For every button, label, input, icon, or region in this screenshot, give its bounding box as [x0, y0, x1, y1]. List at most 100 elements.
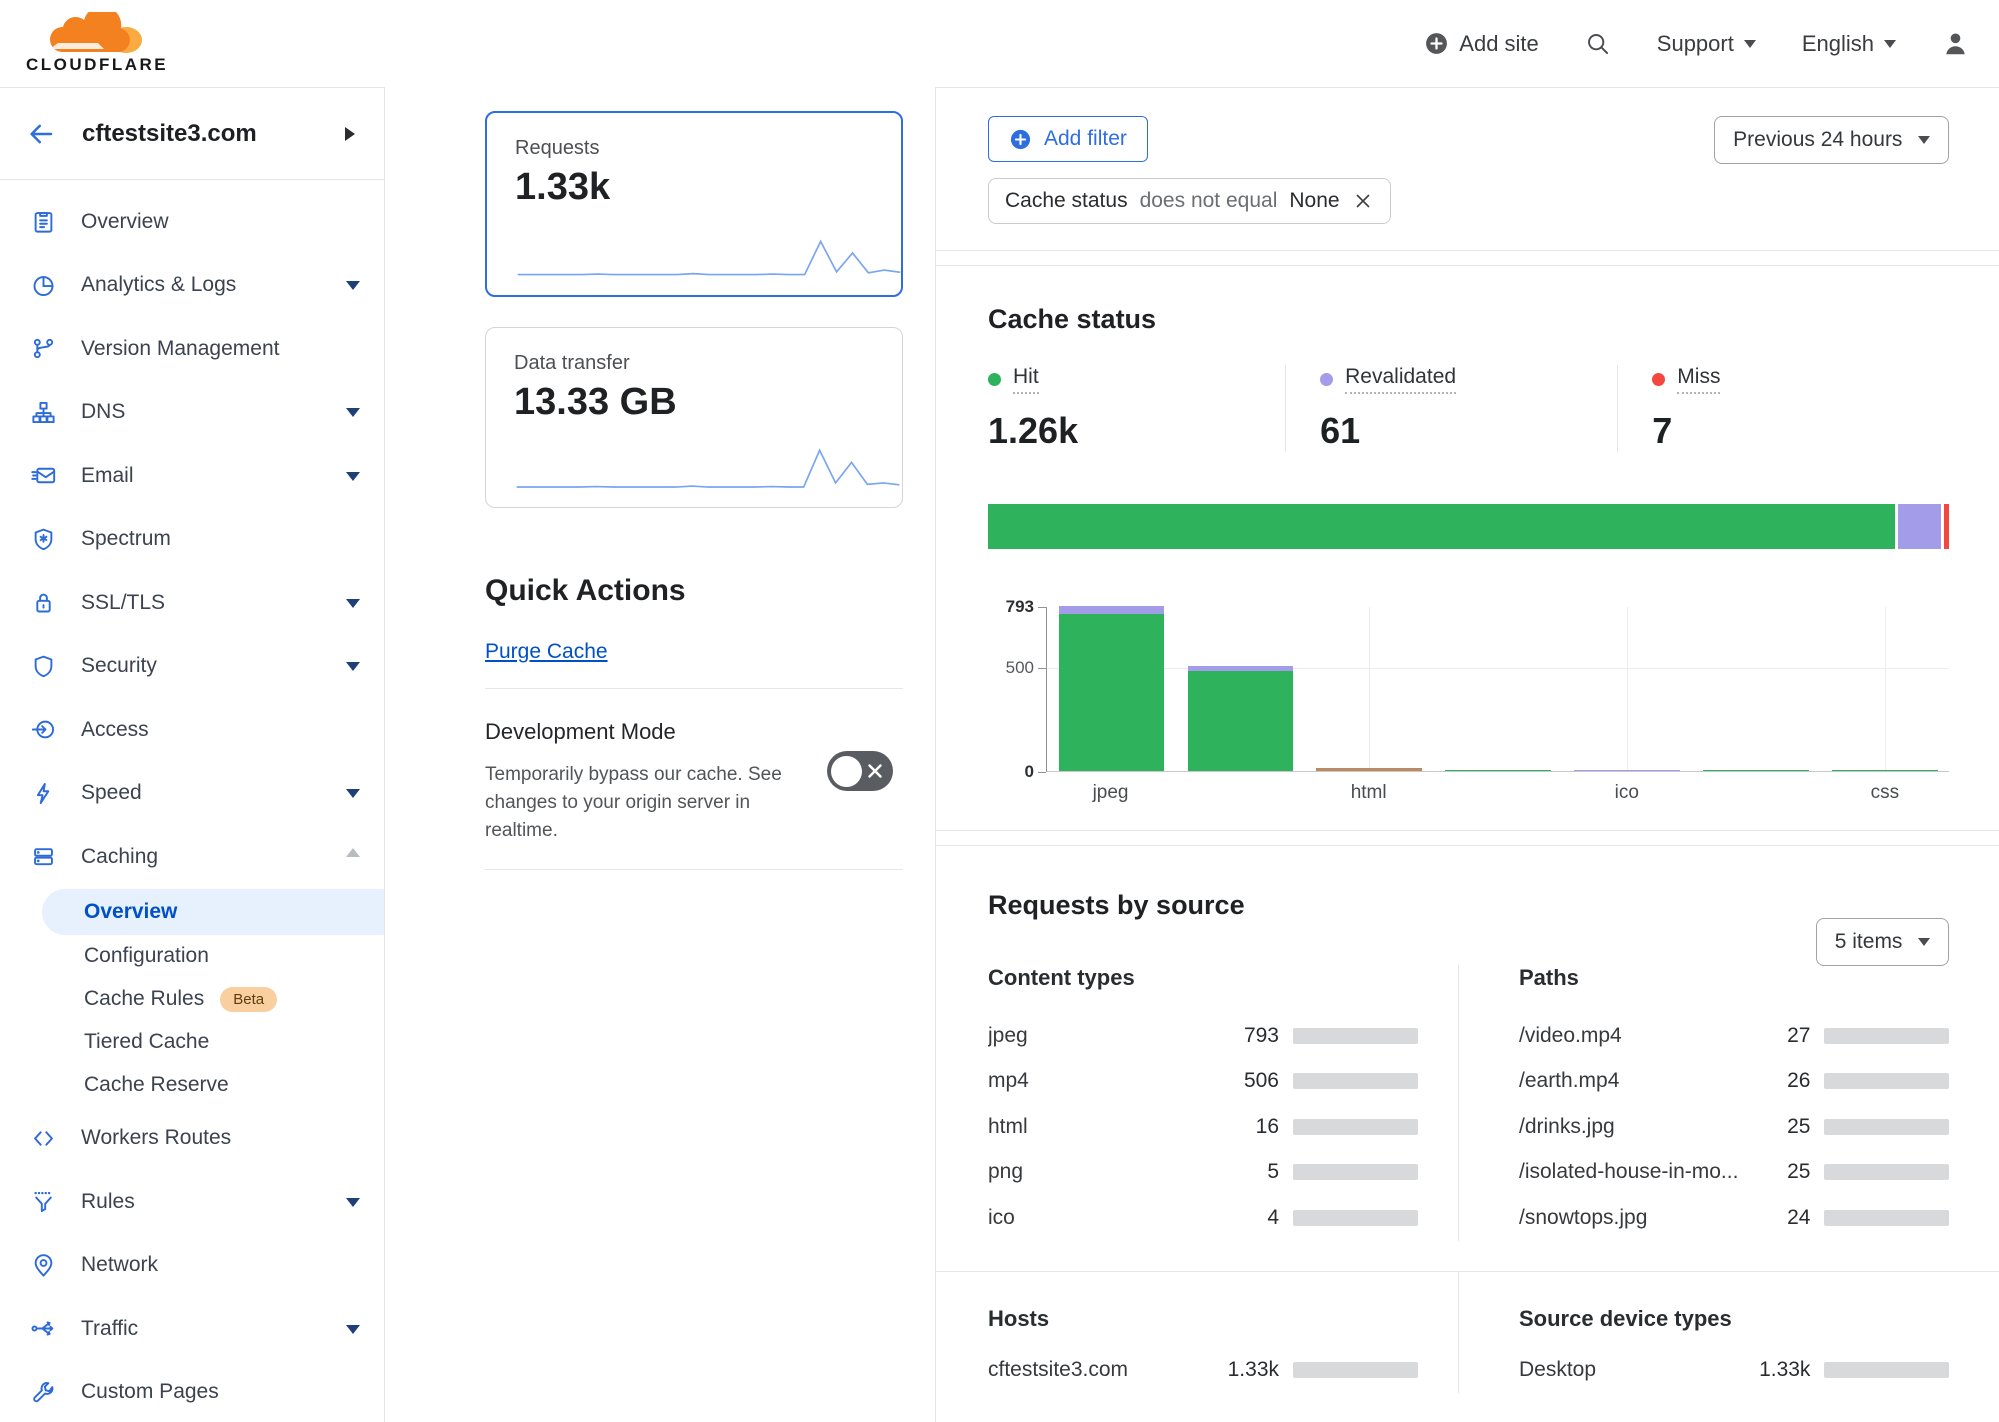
purge-cache-link[interactable]: Purge Cache [485, 640, 608, 663]
y-axis: 793 500 0 [988, 597, 1046, 781]
server-stack-icon [30, 843, 57, 870]
sidebar-item-network[interactable]: Network [0, 1234, 384, 1298]
sidebar-subitem-caching-overview[interactable]: Overview [42, 888, 384, 935]
column-divider [1458, 1271, 1459, 1393]
items-count-select[interactable]: 5 items [1815, 918, 1950, 966]
sidebar-item-dns[interactable]: DNS [0, 381, 384, 445]
time-range-select[interactable]: Previous 24 hours [1714, 116, 1950, 164]
add-site-button[interactable]: Add site [1424, 31, 1539, 57]
requests-metric-card[interactable]: Requests 1.33k [485, 111, 903, 297]
development-mode-toggle[interactable] [827, 751, 893, 791]
sidebar-item-security[interactable]: Security [0, 635, 384, 699]
envelope-icon [30, 462, 57, 489]
chevron-down-icon [1918, 136, 1931, 150]
sidebar-item-email[interactable]: Email [0, 444, 384, 508]
source-device-types-heading: Source device types [1519, 1305, 1732, 1331]
chevron-down-icon [346, 408, 360, 424]
sidebar-subitem-tiered-cache[interactable]: Tiered Cache [84, 1030, 210, 1053]
add-filter-button[interactable]: Add filter [988, 116, 1148, 162]
sidebar-item-access[interactable]: Access [0, 698, 384, 762]
revalidated-bar-segment [1058, 606, 1165, 614]
sidebar-subitem-cache-rules[interactable]: Cache Rules Beta [0, 978, 384, 1021]
miss-stat: Miss 7 [1617, 365, 1949, 452]
path-row: /snowtops.jpg 24 [1519, 1195, 1950, 1241]
clipboard-icon [30, 208, 57, 235]
progress-bar [1824, 1209, 1950, 1226]
sidebar-item-analytics-logs[interactable]: Analytics & Logs [0, 254, 384, 318]
x-tick-label: ico [1614, 782, 1639, 803]
sidebar-item-traffic[interactable]: Traffic [0, 1297, 384, 1361]
revalidated-label[interactable]: Revalidated [1345, 365, 1457, 394]
sidebar-nav: Overview Analytics & Logs Version Manage… [0, 180, 384, 1422]
sidebar-item-ssl-tls[interactable]: SSL/TLS [0, 571, 384, 635]
sidebar-item-version-management[interactable]: Version Management [0, 317, 384, 381]
sitemap-icon [30, 399, 57, 426]
revalidated-bar-segment [1574, 769, 1680, 771]
account-menu[interactable] [1942, 30, 1969, 57]
plus-circle-icon [1010, 129, 1031, 149]
brand-text: CLOUDFLARE [26, 55, 169, 74]
bottom-columns: Hosts cftestsite3.com 1.33k Source devic… [988, 1271, 1950, 1394]
sidebar-item-rules[interactable]: Rules [0, 1170, 384, 1234]
shield-icon [30, 653, 57, 680]
path-row: /video.mp4 27 [1519, 1013, 1950, 1059]
hit-legend-dot [988, 373, 1001, 386]
cloudflare-cloud-icon [50, 12, 143, 53]
progress-bar [1824, 1362, 1950, 1379]
y-tick-label: 793 [1005, 597, 1034, 616]
toggle-off-x-icon [868, 764, 882, 778]
sidebar-subitem-cache-reserve[interactable]: Cache Reserve [84, 1073, 229, 1096]
data-transfer-metric-card[interactable]: Data transfer 13.33 GB [485, 327, 903, 508]
cache-status-stats: Hit 1.26k Revalidated 61 Miss 7 [988, 365, 1949, 452]
beta-badge: Beta [220, 986, 278, 1012]
data-transfer-card-title: Data transfer [514, 352, 630, 374]
sidebar: cftestsite3.com Overview Analytics & Log… [0, 87, 385, 1422]
search-button[interactable] [1585, 31, 1611, 57]
sidebar-item-spectrum[interactable]: Spectrum [0, 508, 384, 572]
sidebar-item-caching[interactable]: Caching [0, 825, 384, 889]
paths-heading: Paths [1519, 965, 1579, 990]
host-row: cftestsite3.com 1.33k [988, 1348, 1418, 1394]
bar [1316, 767, 1423, 771]
progress-bar [1293, 1073, 1418, 1090]
content-type-row: png 5 [988, 1150, 1418, 1196]
requests-by-source-heading: Requests by source [988, 890, 1245, 920]
language-menu[interactable]: English [1802, 31, 1896, 57]
source-columns: Content types jpeg 793 mp4 506 [988, 965, 1950, 1241]
progress-bar [1293, 1209, 1418, 1226]
sidebar-item-speed[interactable]: Speed [0, 762, 384, 826]
chevron-down-icon [346, 471, 360, 488]
cloudflare-logo[interactable]: CLOUDFLARE [26, 12, 168, 75]
miss-label[interactable]: Miss [1677, 365, 1721, 394]
remove-filter-x-icon[interactable] [1352, 190, 1374, 212]
bar-slot [1821, 607, 1950, 771]
share-nodes-icon [30, 1315, 57, 1342]
support-menu[interactable]: Support [1657, 31, 1756, 57]
gridline [1369, 607, 1371, 771]
back-arrow-icon[interactable] [26, 119, 56, 149]
site-switcher-chevron-icon[interactable] [345, 126, 362, 141]
chevron-down-icon [346, 1324, 360, 1341]
active-filter-chip[interactable]: Cache status does not equal None [988, 178, 1391, 224]
bar [1445, 769, 1552, 771]
device-type-row: Desktop 1.33k [1519, 1348, 1950, 1394]
progress-bar [1293, 1164, 1418, 1181]
gridline [1627, 607, 1629, 771]
other-bar-segment [1316, 767, 1423, 771]
chevron-down-icon [346, 789, 360, 805]
bar [1058, 606, 1165, 771]
bar [1574, 769, 1680, 771]
x-tick-label: css [1870, 782, 1900, 803]
bar [1703, 769, 1809, 771]
hit-label[interactable]: Hit [1013, 365, 1039, 394]
sidebar-item-overview[interactable]: Overview [0, 190, 384, 254]
progress-bar [1824, 1164, 1950, 1181]
sidebar-item-workers-routes[interactable]: Workers Routes [0, 1107, 384, 1171]
sidebar-subitem-configuration[interactable]: Configuration [84, 944, 209, 967]
sidebar-item-custom-pages[interactable]: Custom Pages [0, 1361, 384, 1422]
chevron-up-icon [346, 848, 360, 858]
y-tick-label: 500 [1005, 657, 1034, 677]
development-mode-section: Development Mode Temporarily bypass our … [485, 719, 903, 845]
hosts-heading: Hosts [988, 1305, 1050, 1331]
content-types-heading: Content types [988, 965, 1135, 990]
